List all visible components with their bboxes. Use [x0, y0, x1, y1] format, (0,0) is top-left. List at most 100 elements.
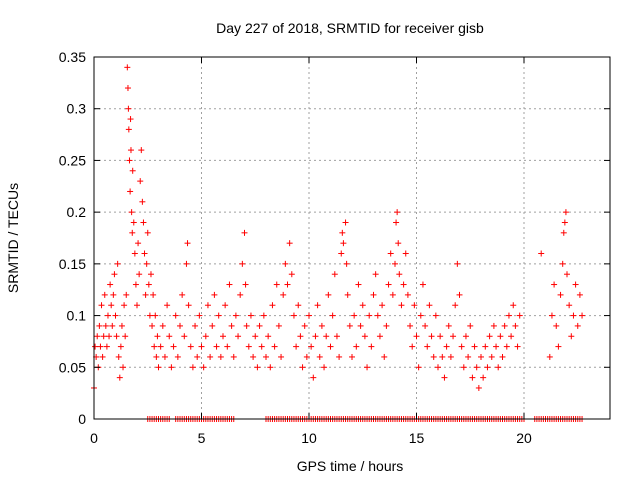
data-point	[435, 364, 441, 371]
data-point	[351, 312, 358, 319]
data-point	[559, 260, 566, 267]
data-point	[245, 343, 252, 350]
data-point	[258, 343, 265, 350]
data-point	[368, 343, 375, 350]
data-point	[445, 322, 452, 329]
data-point	[426, 302, 433, 309]
data-point	[473, 364, 480, 371]
data-point	[538, 250, 545, 257]
data-point	[125, 105, 132, 112]
data-point	[124, 85, 131, 92]
data-point	[239, 260, 246, 267]
x-tick-label: 10	[301, 430, 317, 446]
data-point	[263, 353, 269, 360]
data-point	[310, 374, 317, 381]
data-point	[102, 322, 109, 329]
data-point	[389, 291, 396, 298]
data-point	[306, 312, 312, 319]
data-point	[123, 291, 130, 298]
data-point	[437, 333, 444, 340]
data-point	[142, 291, 149, 298]
data-point	[155, 364, 162, 371]
data-point	[553, 322, 560, 329]
data-point	[141, 250, 148, 257]
data-point	[273, 281, 280, 288]
data-point	[430, 353, 437, 360]
data-point	[471, 343, 478, 350]
data-point	[404, 291, 411, 298]
data-point	[407, 322, 414, 329]
data-point	[118, 322, 125, 329]
y-tick-label: 0.15	[59, 256, 86, 272]
data-point	[460, 364, 467, 371]
data-point	[458, 343, 465, 350]
data-point	[299, 364, 306, 371]
data-point	[260, 312, 267, 319]
data-point	[140, 219, 147, 226]
data-point	[146, 312, 153, 319]
data-point	[265, 333, 272, 340]
data-point	[157, 343, 164, 350]
x-tick-label: 15	[409, 430, 425, 446]
data-point	[104, 312, 111, 319]
data-point	[177, 322, 183, 329]
data-point	[462, 333, 469, 340]
data-point	[131, 250, 138, 257]
data-point	[286, 240, 293, 247]
data-point	[488, 353, 495, 360]
data-point	[439, 353, 446, 360]
data-point	[185, 302, 192, 309]
data-point	[96, 322, 103, 329]
data-point	[480, 374, 487, 381]
data-point	[228, 322, 235, 329]
data-point	[490, 322, 497, 329]
data-point	[211, 291, 218, 298]
data-point	[130, 219, 137, 226]
data-point	[170, 343, 177, 350]
data-point	[128, 209, 135, 216]
data-point	[422, 322, 429, 329]
data-point	[200, 364, 207, 371]
data-point	[113, 333, 120, 340]
data-point	[100, 333, 107, 340]
data-point	[159, 322, 166, 329]
data-point	[109, 322, 116, 329]
y-tick-label: 0.25	[59, 152, 86, 168]
data-point	[230, 353, 237, 360]
data-point	[303, 353, 310, 360]
data-point	[478, 353, 484, 360]
data-point	[293, 343, 300, 350]
data-point	[301, 322, 308, 329]
data-point	[394, 209, 401, 216]
axis-ticks: 0 5 10 15 20 0 0.05 0.1 0.15 0.2 0.25 0.3 0.35	[59, 49, 610, 446]
data-point	[135, 240, 142, 247]
data-point	[164, 302, 171, 309]
data-point	[92, 343, 99, 350]
data-point	[181, 333, 188, 340]
data-point	[101, 291, 108, 298]
data-point	[393, 219, 400, 226]
x-axis-label: GPS time / hours	[297, 458, 404, 474]
data-point	[338, 250, 345, 257]
data-point	[145, 281, 152, 288]
data-point	[357, 322, 364, 329]
chart-title: Day 227 of 2018, SRMTID for receiver gis…	[216, 20, 484, 36]
data-point	[564, 271, 570, 278]
data-point	[152, 312, 159, 319]
data-point	[361, 333, 368, 340]
data-point	[349, 353, 355, 360]
data-point	[108, 302, 115, 309]
data-point	[120, 364, 127, 371]
data-point	[125, 126, 132, 133]
data-point	[241, 229, 248, 236]
data-point	[166, 333, 173, 340]
data-point	[419, 281, 426, 288]
data-point	[269, 302, 276, 309]
data-point	[579, 312, 586, 319]
data-point	[189, 364, 196, 371]
data-point	[396, 271, 403, 278]
data-point	[314, 302, 321, 309]
data-point	[222, 302, 229, 309]
data-point	[344, 291, 351, 298]
